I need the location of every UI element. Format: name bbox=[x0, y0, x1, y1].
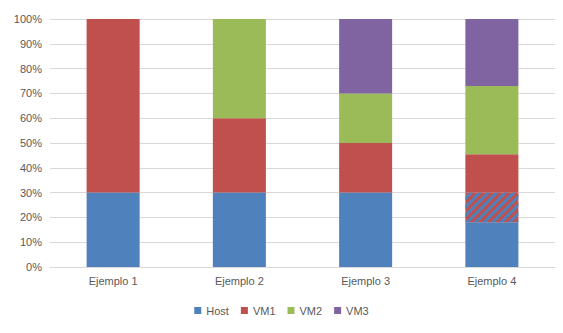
svg-text:40%: 40% bbox=[20, 162, 42, 174]
svg-text:90%: 90% bbox=[20, 38, 42, 50]
svg-text:70%: 70% bbox=[20, 87, 42, 99]
svg-text:60%: 60% bbox=[20, 112, 42, 124]
svg-text:Ejemplo 4: Ejemplo 4 bbox=[467, 275, 516, 287]
svg-text:VM1: VM1 bbox=[253, 305, 276, 317]
svg-text:20%: 20% bbox=[20, 211, 42, 223]
svg-text:Host: Host bbox=[206, 305, 229, 317]
svg-text:0%: 0% bbox=[26, 261, 42, 273]
svg-text:100%: 100% bbox=[14, 13, 42, 25]
svg-text:80%: 80% bbox=[20, 63, 42, 75]
svg-text:VM2: VM2 bbox=[300, 305, 323, 317]
svg-text:VM3: VM3 bbox=[346, 305, 369, 317]
svg-text:Ejemplo 3: Ejemplo 3 bbox=[341, 275, 390, 287]
svg-text:30%: 30% bbox=[20, 187, 42, 199]
svg-text:10%: 10% bbox=[20, 236, 42, 248]
svg-text:50%: 50% bbox=[20, 137, 42, 149]
svg-text:Ejemplo 2: Ejemplo 2 bbox=[215, 275, 264, 287]
svg-text:Ejemplo 1: Ejemplo 1 bbox=[89, 275, 138, 287]
